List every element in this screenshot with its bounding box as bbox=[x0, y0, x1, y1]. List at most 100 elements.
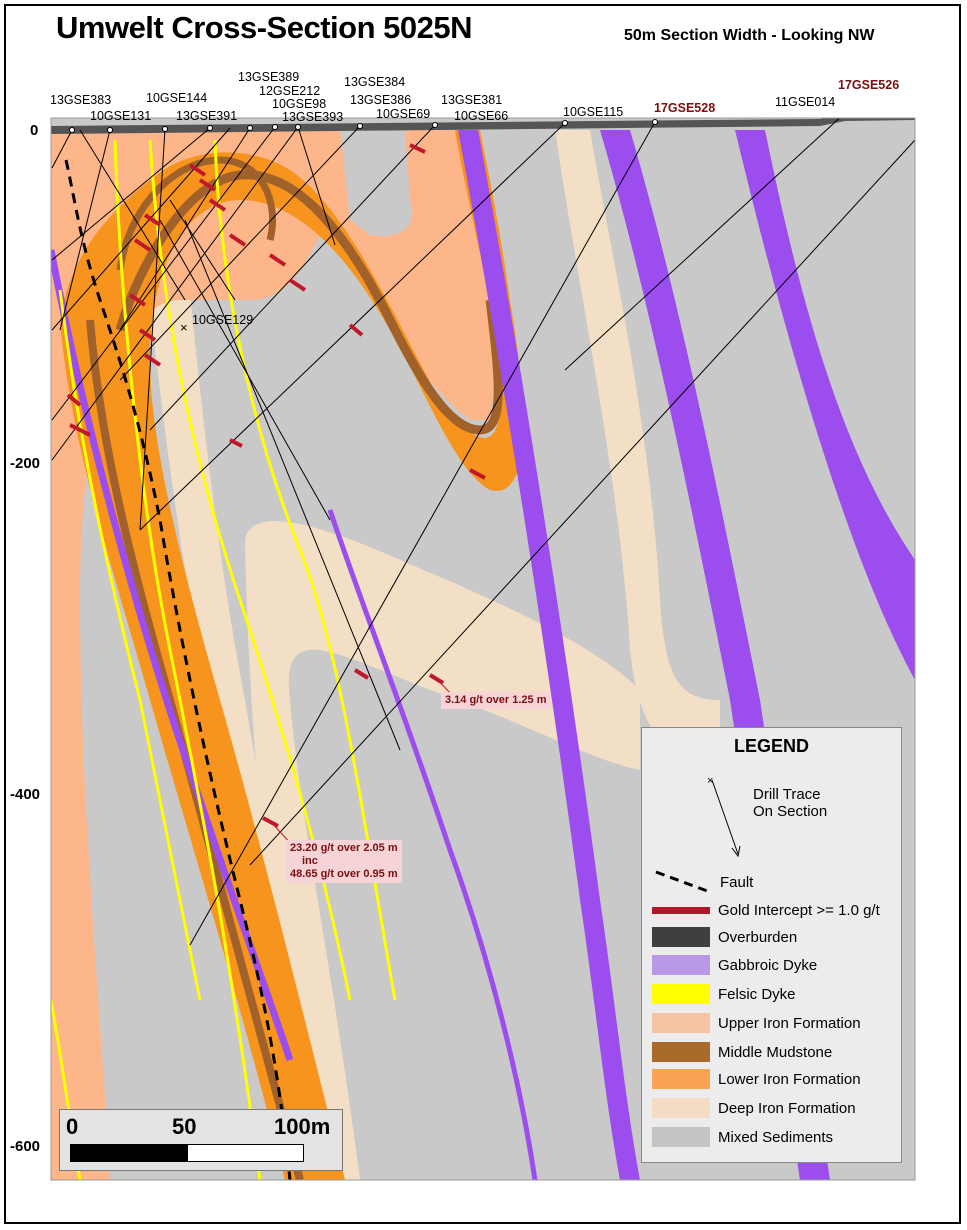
gold-intercept bbox=[428, 673, 445, 685]
legend-title: LEGEND bbox=[733, 736, 809, 756]
gold-intercept bbox=[198, 178, 217, 192]
hole-label-10GSE129: 10GSE129 bbox=[192, 313, 253, 327]
hole-label-17GSE526: 17GSE526 bbox=[838, 78, 899, 92]
section-border bbox=[50, 117, 916, 1181]
legend-swatch bbox=[652, 1127, 710, 1147]
collar-marker bbox=[295, 124, 301, 130]
drill-trace bbox=[149, 124, 436, 431]
fault-icon bbox=[655, 870, 711, 894]
gold-intercept bbox=[128, 293, 147, 307]
drill-trace bbox=[139, 128, 166, 531]
legend-label: Gold Intercept >= 1.0 g/t bbox=[718, 901, 880, 919]
gold-intercept bbox=[348, 323, 364, 337]
intercept-text: inc bbox=[302, 855, 318, 867]
collar-marker bbox=[357, 123, 363, 129]
drill-trace bbox=[79, 129, 186, 301]
gold-intercept bbox=[409, 143, 426, 154]
legend-swatch bbox=[652, 1098, 710, 1118]
elevation-label-0: 0 bbox=[30, 122, 39, 139]
drill-trace bbox=[51, 129, 73, 169]
intercept-annotation-1: 3.14 g/t over 1.25 m bbox=[441, 692, 551, 709]
gold-intercept bbox=[66, 393, 82, 407]
hole-label-13GSE383: 13GSE383 bbox=[50, 93, 111, 107]
hole-label-13GSE384: 13GSE384 bbox=[344, 75, 405, 89]
gabbroic-dyke-4 bbox=[51, 249, 294, 1062]
drill-trace bbox=[189, 121, 656, 946]
drill-collars bbox=[69, 111, 848, 133]
drill-trace bbox=[51, 126, 276, 421]
hole-label-10GSE69: 10GSE69 bbox=[376, 107, 430, 121]
hole-label-13GSE381: 13GSE381 bbox=[441, 93, 502, 107]
legend-label: Gabbroic Dyke bbox=[718, 956, 818, 974]
gold-intercept bbox=[143, 353, 162, 367]
elevation-label-600: -600 bbox=[10, 1138, 41, 1155]
legend-label: Deep Iron Formation bbox=[718, 1099, 856, 1117]
legend-label: Upper Iron Formation bbox=[718, 1014, 861, 1032]
legend-label: Drill Trace bbox=[753, 786, 821, 803]
drill-trace bbox=[564, 118, 841, 371]
legend-row-felsic: Felsic Dyke bbox=[652, 983, 796, 1005]
legend-swatch bbox=[652, 955, 710, 975]
gold-intercept bbox=[353, 668, 370, 680]
drill-trace bbox=[169, 199, 236, 301]
drill-trace bbox=[249, 139, 915, 866]
legend-swatch bbox=[652, 1069, 710, 1089]
collar-marker bbox=[843, 111, 848, 116]
elevation-label-200: -200 bbox=[10, 455, 41, 472]
legend-label-fault: Fault bbox=[720, 874, 754, 891]
middle-mudstone-inner bbox=[116, 156, 277, 271]
elevation-label-400: -400 bbox=[10, 786, 41, 803]
gold-intercept bbox=[288, 278, 307, 292]
legend-row-gold: Gold Intercept >= 1.0 g/t bbox=[652, 899, 880, 921]
hole-label-10GSE115: 10GSE115 bbox=[563, 105, 623, 119]
gold-intercept bbox=[208, 198, 227, 212]
legend-row-middle-mudstone: Middle Mudstone bbox=[652, 1041, 832, 1063]
collar-marker bbox=[562, 120, 568, 126]
collar-marker bbox=[162, 126, 168, 132]
hole-label-11GSE014: 11GSE014 bbox=[775, 95, 835, 109]
hole-label-10GSE131: 10GSE131 bbox=[90, 109, 151, 123]
svg-text:×: × bbox=[707, 776, 713, 787]
collar-marker bbox=[107, 127, 113, 133]
legend-row-deep-if: Deep Iron Formation bbox=[652, 1097, 856, 1119]
gold-intercept bbox=[143, 213, 162, 227]
legend-label: Felsic Dyke bbox=[718, 985, 796, 1003]
drill-trace bbox=[51, 127, 211, 261]
drill-trace bbox=[297, 126, 336, 246]
hole-label-13GSE391: 13GSE391 bbox=[176, 109, 237, 123]
drill-trace bbox=[159, 219, 331, 521]
legend-swatch bbox=[652, 1013, 710, 1033]
section-subtitle: 50m Section Width - Looking NW bbox=[624, 27, 875, 44]
collar-marker bbox=[247, 125, 253, 131]
hole-label-17GSE528: 17GSE528 bbox=[654, 101, 715, 115]
page-title: Umwelt Cross-Section 5025N bbox=[56, 10, 472, 45]
hole-label-13GSE386: 13GSE386 bbox=[350, 93, 411, 107]
legend-row-upper-if: Upper Iron Formation bbox=[652, 1012, 861, 1034]
gabbroic-dyke-5 bbox=[327, 509, 538, 1180]
gold-intercept bbox=[469, 468, 486, 480]
deep-if-curve-band bbox=[245, 521, 640, 1180]
drill-trace bbox=[59, 129, 111, 331]
overburden-unit bbox=[51, 118, 915, 134]
scale-label-0: 0 bbox=[66, 1114, 79, 1139]
gold-intercept bbox=[138, 328, 157, 342]
legend-row-lower-if: Lower Iron Formation bbox=[652, 1068, 861, 1090]
legend-swatch bbox=[652, 906, 710, 914]
legend-row-overburden: Overburden bbox=[652, 926, 797, 948]
hole-label-13GSE393: 13GSE393 bbox=[282, 110, 343, 124]
scale-bar: 0 50 100m bbox=[59, 1109, 343, 1171]
upper-if-fold bbox=[245, 130, 494, 420]
gabbroic-dyke-3 bbox=[735, 130, 915, 680]
collar-marker bbox=[652, 119, 658, 125]
scale-bar-segment bbox=[71, 1145, 188, 1161]
legend-label: Mixed Sediments bbox=[718, 1128, 834, 1146]
scale-label-100: 100m bbox=[274, 1114, 331, 1139]
legend-swatch bbox=[652, 984, 710, 1004]
map-frame bbox=[4, 4, 961, 1224]
intercept-annotation-2: 23.20 g/t over 2.05 m inc 48.65 g/t over… bbox=[286, 840, 402, 883]
gold-intercepts bbox=[66, 143, 486, 828]
drill-trace bbox=[51, 126, 299, 461]
legend-row-gabbro: Gabbroic Dyke bbox=[652, 954, 817, 976]
hole-label-10GSE66: 10GSE66 bbox=[454, 109, 508, 123]
legend-drill-trace: Drill Trace On Section bbox=[753, 786, 827, 820]
